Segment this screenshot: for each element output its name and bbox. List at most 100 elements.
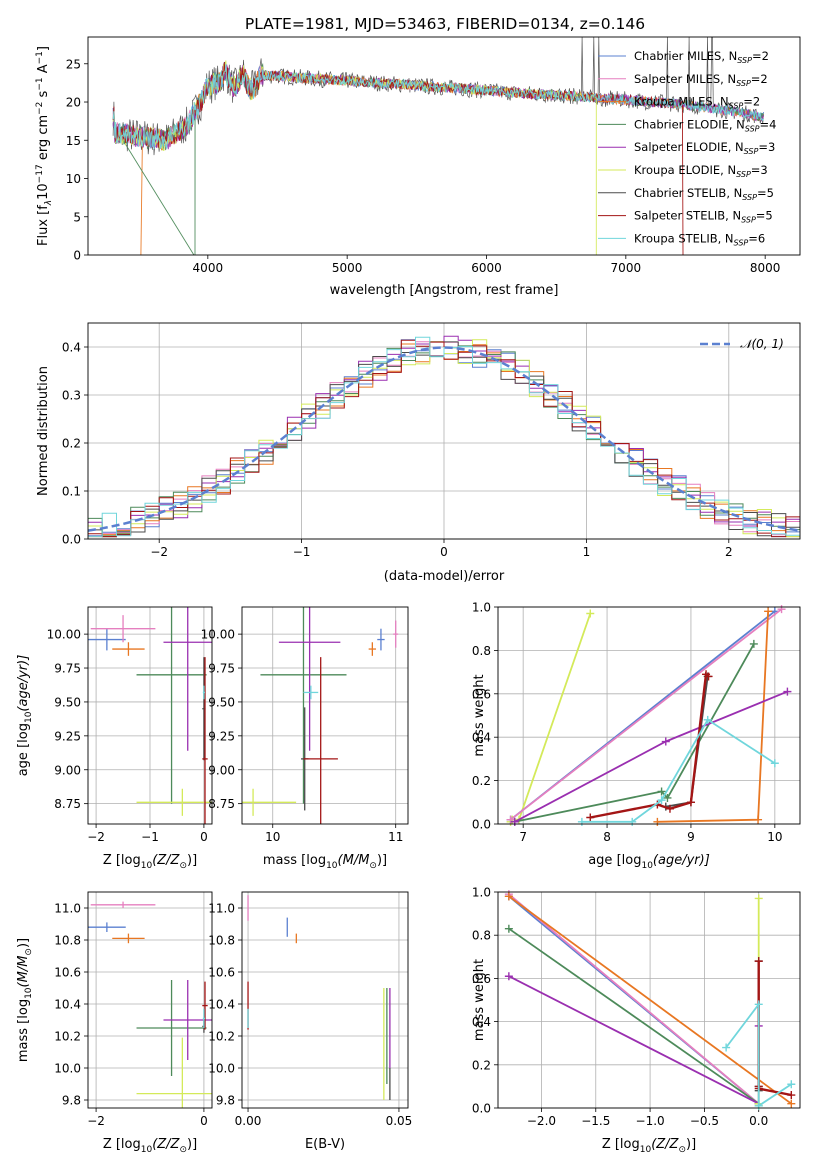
weight-marker-sa_stelib xyxy=(787,1091,796,1100)
weight-marker-ch_elodie xyxy=(504,924,513,933)
tick-label-x: −2 xyxy=(87,1114,105,1128)
axes-spectrum: 4000 5000 6000 7000 8000 0 5 10 15 20 25 xyxy=(66,57,781,275)
tick-label-y: 0.4 xyxy=(62,341,81,355)
axes-weight_vs_Z: −2.0 −1.5 −1.0 −0.5 0.0 0.0 0.2 0.4 0.6 0.8 1.0 xyxy=(472,886,800,1128)
weight-marker-ch_elodie xyxy=(663,793,672,802)
tick-label-x: −2 xyxy=(150,545,168,559)
weight-marker-sa_stelib xyxy=(754,957,763,966)
tick-label-y: 0.8 xyxy=(472,929,491,943)
legend-label-ch_elodie: Chabrier ELODIE, NSSP=4 xyxy=(634,117,776,133)
errorbar-sa_miles xyxy=(90,901,156,908)
mass_vs_ebv-frame xyxy=(241,891,409,1109)
tick-label-y: 10.00 xyxy=(47,628,81,642)
tick-label-y: 0.2 xyxy=(472,1058,491,1072)
weight-marker-kr_stelib xyxy=(577,817,586,826)
tick-label-x: −1 xyxy=(293,545,311,559)
tick-label-y: 10.4 xyxy=(208,998,235,1012)
errorbar-ch_miles xyxy=(88,922,126,932)
tick-label-x: 1 xyxy=(583,545,591,559)
tick-label-x: 7000 xyxy=(611,261,642,275)
tick-label-x: 2 xyxy=(725,545,733,559)
x-axis-label: E(B-V) xyxy=(305,1137,345,1152)
errorbar-kr_stelib xyxy=(303,685,319,700)
weight-line-sa_miles xyxy=(510,608,783,821)
tick-label-x: 0 xyxy=(200,1114,208,1128)
weight-line-kr_miles xyxy=(508,895,792,1105)
errorbar-kr_stelib xyxy=(202,1008,205,1028)
weight-marker-sa_stelib xyxy=(586,813,595,822)
legend-normal-label: 𝒩(0, 1) xyxy=(740,337,784,351)
tick-label-y: 0.6 xyxy=(472,687,491,701)
tick-label-y: 10.6 xyxy=(54,966,81,980)
tick-label-x: 9 xyxy=(687,830,695,844)
weight-line-ch_elodie xyxy=(508,927,760,1105)
tick-label-x: −1.0 xyxy=(636,1114,665,1128)
weight-marker-kr_stelib xyxy=(628,817,637,826)
tick-label-y: 20 xyxy=(66,96,81,110)
y-axis-label: Normed distribution xyxy=(36,366,51,496)
x-axis-label: Z [log10(Z/Z⊙)] xyxy=(602,1137,696,1155)
tick-label-y: 9.50 xyxy=(208,695,235,709)
tick-label-y: 0.8 xyxy=(472,644,491,658)
weight-line-ch_elodie xyxy=(514,643,755,823)
tick-label-y: 0.0 xyxy=(472,1102,491,1116)
tick-label-x: −1.5 xyxy=(581,1114,610,1128)
errorbar-kr_elodie xyxy=(136,788,212,816)
tick-label-y: 11.0 xyxy=(208,902,235,916)
legend-label-kr_elodie: Kroupa ELODIE, NSSP=3 xyxy=(634,163,768,179)
weight-marker-kr_miles xyxy=(653,817,662,826)
tick-label-y: 10.0 xyxy=(208,1062,235,1076)
tick-label-x: −1 xyxy=(141,830,159,844)
errorbar-sa_elodie xyxy=(278,607,341,751)
tick-label-x: 0.00 xyxy=(235,1114,262,1128)
x-axis-label: (data-model)/error xyxy=(384,569,505,584)
errorbar-kr_elodie xyxy=(136,1037,212,1108)
tick-label-x: 7 xyxy=(519,830,527,844)
weight-marker-sa_miles xyxy=(777,605,786,614)
axes-mass_vs_Z: −2 0 9.8 10.0 10.2 10.4 10.6 10.8 11.0 xyxy=(54,892,212,1128)
spectrum-line-sa_stelib xyxy=(112,62,684,255)
tick-label-y: 5 xyxy=(73,210,81,224)
tick-label-x: −0.5 xyxy=(690,1114,719,1128)
tick-label-y: 0 xyxy=(73,249,81,263)
x-axis-label: age [log10(age/yr)] xyxy=(588,853,710,871)
tick-label-y: 10 xyxy=(66,172,81,186)
axes-residuals: −2 −1 0 1 2 0.0 0.1 0.2 0.3 0.4 xyxy=(62,323,800,559)
weight-marker-sa_stelib xyxy=(686,798,695,807)
tick-label-x: 8000 xyxy=(750,261,781,275)
weight-marker-kr_miles xyxy=(787,1099,796,1108)
errorbar-ch_elodie xyxy=(260,607,347,804)
tick-label-x: 10 xyxy=(265,830,280,844)
tick-label-y: 0.3 xyxy=(62,389,81,403)
tick-label-y: 8.75 xyxy=(54,797,81,811)
age_vs_Z-frame xyxy=(87,606,213,825)
errorbar-sa_stelib xyxy=(202,657,208,824)
tick-label-x: 0.05 xyxy=(386,1114,413,1128)
weight-marker-kr_stelib xyxy=(787,1080,796,1089)
tick-label-y: 25 xyxy=(66,57,81,71)
errorbar-sa_miles xyxy=(90,615,156,643)
weight_vs_age-frame xyxy=(497,606,801,825)
tick-label-x: −2.0 xyxy=(527,1114,556,1128)
weight-marker-kr_stelib xyxy=(770,759,779,768)
tick-label-x: 0 xyxy=(440,545,448,559)
y-axis-label: mass [log10(M/M⊙)] xyxy=(16,938,34,1062)
spectrum-frame xyxy=(87,36,801,256)
tick-label-x: 5000 xyxy=(332,261,363,275)
weight-marker-sa_elodie xyxy=(510,817,519,826)
tick-label-y: 9.8 xyxy=(216,1094,235,1108)
weight-marker-kr_elodie xyxy=(586,609,595,618)
weight-marker-ch_elodie xyxy=(657,787,666,796)
errorbar-kr_miles xyxy=(112,642,145,656)
legend-label-sa_elodie: Salpeter ELODIE, NSSP=3 xyxy=(634,140,775,156)
legend-label-sa_miles: Salpeter MILES, NSSP=2 xyxy=(634,72,768,88)
axes-age_vs_Z: −2 −1 0 8.75 9.00 9.25 9.50 9.75 10.00 xyxy=(47,607,212,844)
tick-label-y: 9.8 xyxy=(62,1094,81,1108)
errorbar-sa_stelib xyxy=(303,657,338,824)
x-axis-label: mass [log10(M/M⊙)] xyxy=(263,853,387,871)
y-axis-label: Flux [fλ10−17 erg cm−2 s−1 A−1] xyxy=(35,46,54,246)
age_vs_mass-frame xyxy=(241,606,409,825)
weight-line-ch_stelib xyxy=(665,676,709,808)
weight-marker-kr_stelib xyxy=(754,1101,763,1110)
weight-line-kr_elodie xyxy=(509,613,592,823)
